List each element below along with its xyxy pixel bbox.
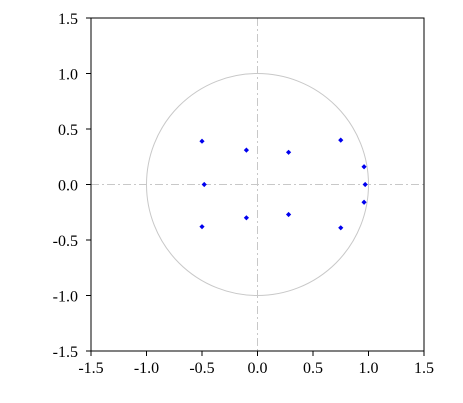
x-tick-label: 1.5 xyxy=(414,360,434,377)
data-point xyxy=(338,225,344,231)
x-tick-label: 0.5 xyxy=(303,360,323,377)
points-layer xyxy=(199,137,368,231)
ticks-layer: -1.5 -1.0 -0.5 0.0 0.5 1.0 1.5 -1.5 -1.0 -0.5 0.0 0… xyxy=(53,11,434,377)
data-point xyxy=(201,181,207,188)
data-point xyxy=(362,181,368,188)
x-tick-label: 0.0 xyxy=(248,360,268,377)
data-point xyxy=(285,149,292,155)
x-tick-label: -1.5 xyxy=(78,360,103,377)
data-point xyxy=(243,147,249,153)
data-point xyxy=(199,138,205,144)
x-tick-label: 1.0 xyxy=(359,360,379,377)
x-tick-label: -1.0 xyxy=(134,360,159,377)
y-tick-label: -1.0 xyxy=(53,289,78,306)
y-tick-label: 1.0 xyxy=(58,67,78,84)
y-tick-label: -0.5 xyxy=(53,233,78,250)
y-tick-label: 0.5 xyxy=(58,122,78,139)
data-point xyxy=(285,211,292,218)
x-tick-label: -0.5 xyxy=(189,360,214,377)
data-point xyxy=(338,137,344,143)
y-tick-label: -1.5 xyxy=(53,344,78,361)
data-point xyxy=(243,215,249,221)
y-tick-label: 0.0 xyxy=(58,178,78,195)
y-tick-label: 1.5 xyxy=(58,11,78,28)
reference-layer xyxy=(91,18,424,351)
data-point xyxy=(199,224,205,230)
data-point xyxy=(361,164,367,170)
data-point xyxy=(361,199,367,205)
